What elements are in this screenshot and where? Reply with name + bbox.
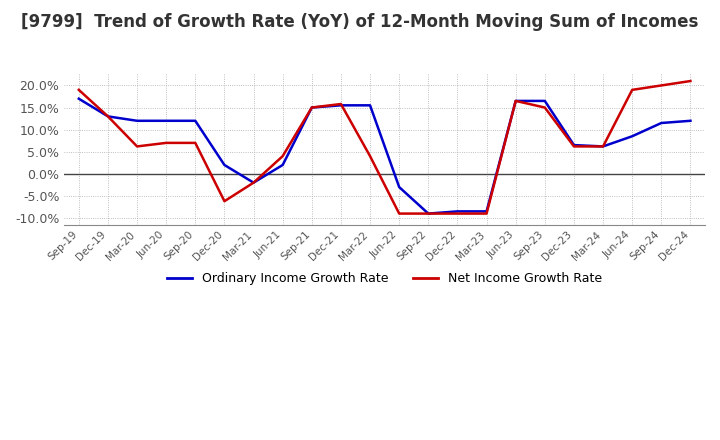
Text: [9799]  Trend of Growth Rate (YoY) of 12-Month Moving Sum of Incomes: [9799] Trend of Growth Rate (YoY) of 12-…: [22, 13, 698, 31]
Legend: Ordinary Income Growth Rate, Net Income Growth Rate: Ordinary Income Growth Rate, Net Income …: [162, 268, 608, 290]
